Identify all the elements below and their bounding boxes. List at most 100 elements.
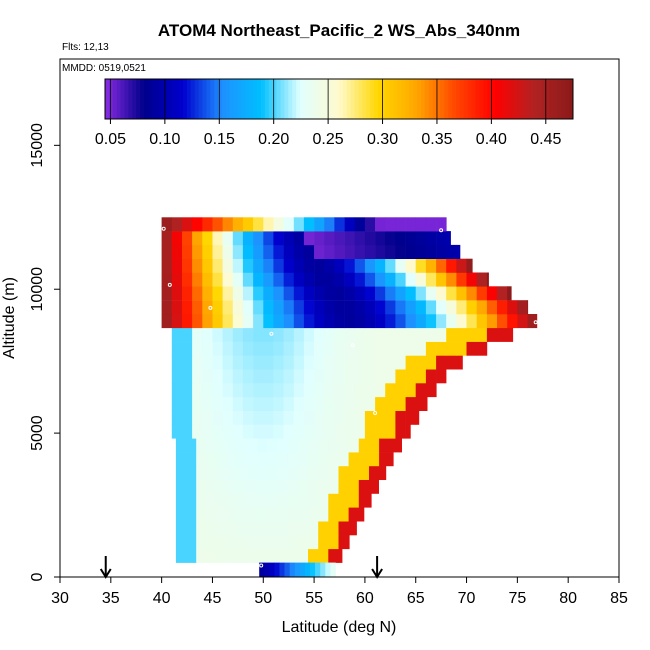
colorbar-tick-label: 0.40 [476, 131, 507, 148]
heatmap-cell [303, 424, 315, 439]
heatmap-cell [253, 327, 264, 342]
heatmap-cell [369, 479, 379, 494]
heatmap-cell [242, 424, 254, 439]
heatmap-cell [415, 258, 427, 273]
heatmap-cell [395, 424, 406, 439]
heatmap-cell [375, 424, 386, 439]
heatmap-cells [161, 217, 538, 577]
heatmap-cell [364, 286, 376, 301]
heatmap-cell [456, 341, 467, 356]
heatmap-cell [206, 535, 217, 550]
heatmap-cell [196, 465, 207, 480]
heatmap-cell [446, 258, 457, 273]
colorbar-segment [370, 79, 375, 119]
heatmap-cell [344, 383, 356, 398]
heatmap-cell [216, 452, 227, 467]
heatmap-cell [273, 272, 284, 287]
heatmap-cell [297, 438, 309, 453]
colorbar-segment [366, 79, 371, 119]
colorbar-segment [381, 79, 387, 119]
heatmap-cell [277, 507, 288, 522]
heatmap-cell [375, 355, 386, 370]
colorbar-segment [132, 79, 137, 119]
heatmap-cell [425, 341, 437, 356]
heatmap-cell [247, 548, 258, 563]
heatmap-cell [212, 355, 223, 370]
heatmap-cell [267, 507, 278, 522]
colorbar-segment [510, 79, 515, 119]
heatmap-cell [324, 383, 335, 398]
heatmap-cell [314, 355, 325, 370]
heatmap-cell [344, 286, 356, 301]
heatmap-cell [318, 521, 329, 536]
colorbar-segment [378, 79, 383, 119]
heatmap-cell [358, 507, 365, 522]
heatmap-cell [263, 272, 274, 287]
heatmap-cell [318, 465, 329, 480]
heatmap-cell [324, 341, 335, 356]
heatmap-cell [212, 369, 223, 384]
heatmap-cell [257, 521, 268, 536]
heatmap-cell [303, 396, 315, 411]
colorbar-segment [257, 79, 262, 119]
heatmap-cell [222, 286, 234, 301]
heatmap-cell [247, 479, 258, 494]
heatmap-cell [273, 300, 284, 315]
heatmap-cell [425, 396, 428, 411]
heatmap-cell [161, 300, 173, 315]
heatmap-cell [267, 493, 278, 508]
heatmap-cell [318, 438, 329, 453]
colorbar-segment [413, 79, 418, 119]
heatmap-cell [344, 327, 356, 342]
heatmap-cell [308, 507, 319, 522]
heatmap-cell [212, 231, 223, 246]
heatmap-cell [171, 369, 183, 384]
colorbar-segment [506, 79, 511, 119]
colorbar-segment [237, 79, 242, 119]
colorbar-segment [498, 79, 504, 119]
sample-point [350, 343, 355, 348]
heatmap-cell [328, 452, 339, 467]
x-tick-label: 40 [153, 590, 171, 607]
heatmap-cell [297, 535, 309, 550]
heatmap-cell [338, 479, 349, 494]
heatmap-cell [171, 383, 183, 398]
heatmap-cell [466, 272, 477, 287]
heatmap-cell [216, 479, 227, 494]
heatmap-cell [415, 355, 427, 370]
heatmap-cell [253, 341, 264, 356]
heatmap-cell [267, 438, 278, 453]
heatmap-cell [196, 548, 207, 563]
heatmap-cell [175, 438, 187, 453]
heatmap-cell [415, 231, 427, 246]
heatmap-cell [334, 300, 345, 315]
heatmap-cell [354, 244, 366, 259]
heatmap-cell [212, 383, 223, 398]
heatmap-cell [507, 300, 518, 315]
heatmap-cell [222, 369, 234, 384]
colorbar-tick-label: 0.05 [95, 131, 126, 148]
heatmap-cell [267, 465, 278, 480]
colorbar-segment [428, 79, 433, 119]
heatmap-cell [466, 341, 477, 356]
colorbar-tick-label: 0.20 [258, 131, 289, 148]
heatmap-cell [161, 217, 173, 232]
heatmap-cell [354, 369, 366, 384]
colorbar-segment [261, 79, 266, 119]
heatmap-cell [253, 217, 264, 232]
heatmap-cell [314, 258, 325, 273]
colorbar-segment [530, 79, 535, 119]
colorbar-segment [136, 79, 141, 119]
heatmap-cell [257, 479, 268, 494]
heatmap-cell [222, 300, 234, 315]
heatmap-cell [232, 314, 244, 329]
heatmap-cell [348, 452, 360, 467]
heatmap-cell [358, 493, 370, 508]
plot-frame [59, 58, 620, 578]
colorbar-segment [144, 79, 149, 119]
latitude-arrows [99, 556, 383, 579]
heatmap-cell [354, 341, 366, 356]
heatmap-cell [267, 452, 278, 467]
heatmap-cell [395, 383, 406, 398]
heatmap-cell [171, 286, 183, 301]
